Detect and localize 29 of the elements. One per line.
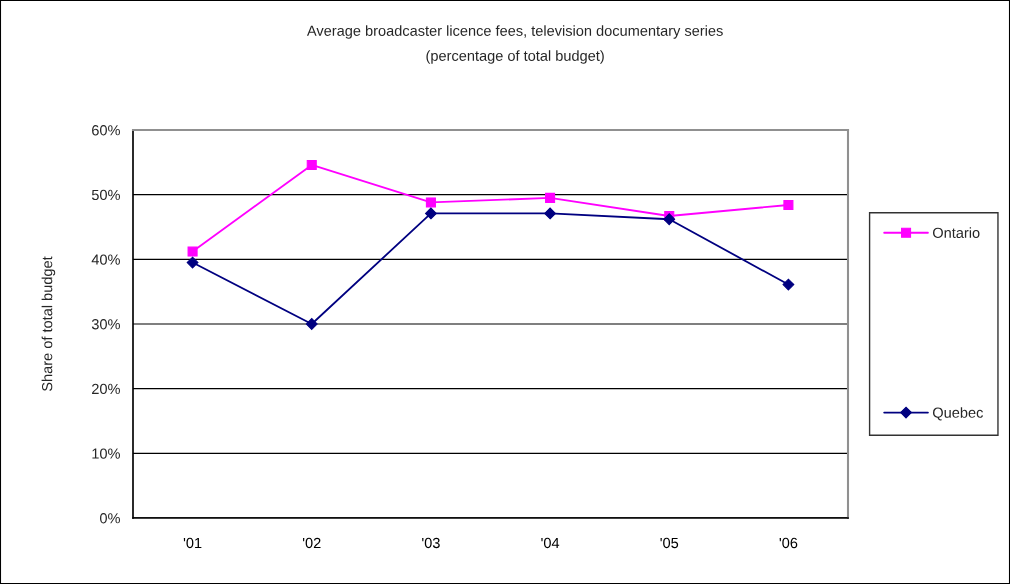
point	[544, 207, 556, 220]
x-tick-label: '05	[660, 537, 679, 549]
y-tick-label: 30%	[91, 319, 120, 330]
x-tick-label: '01	[183, 537, 202, 549]
y-tick-label: 60%	[92, 125, 120, 136]
point	[425, 197, 436, 208]
y-tick-label: 40%	[91, 254, 120, 265]
point	[305, 318, 318, 330]
point	[663, 213, 676, 226]
x-tick-label: '02	[302, 537, 321, 549]
point	[782, 278, 795, 291]
point	[186, 256, 199, 269]
point	[187, 246, 198, 257]
chart-title: Average broadcaster licence fees, television documentary series	[306, 25, 723, 39]
point	[306, 159, 317, 170]
legend-label: Ontario	[932, 227, 980, 238]
y-tick-label: 20%	[92, 383, 120, 395]
point	[545, 192, 556, 203]
x-tick-label: '03	[422, 537, 440, 549]
point	[783, 199, 794, 211]
chart-subtitle: (percentage of total budget)	[426, 50, 604, 64]
y-tick-label: 50%	[91, 189, 120, 201]
x-tick-label: '06	[779, 537, 798, 549]
y-tick-label: 10%	[92, 448, 120, 459]
y-axis-title: Share of total budget	[41, 256, 56, 392]
point	[425, 207, 437, 220]
y-tick-label: 0%	[99, 513, 120, 524]
legend-label: Quebec	[932, 407, 983, 421]
x-tick-label: '04	[541, 537, 560, 549]
